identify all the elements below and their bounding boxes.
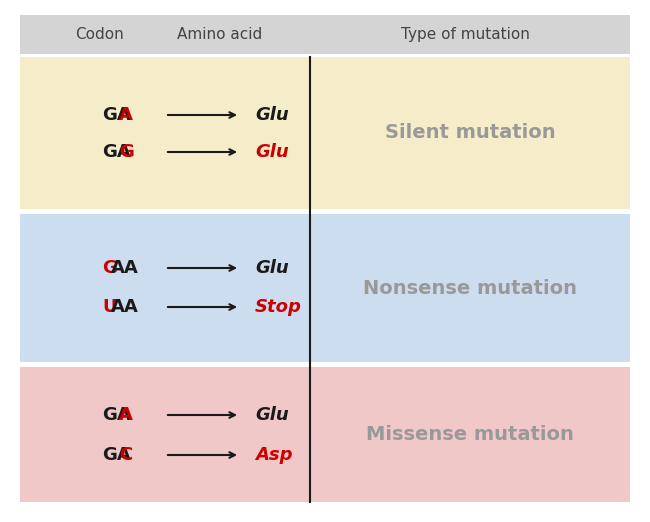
Text: GA: GA xyxy=(102,446,131,464)
Text: Silent mutation: Silent mutation xyxy=(385,124,555,143)
Text: Nonsense mutation: Nonsense mutation xyxy=(363,279,577,298)
Text: AA: AA xyxy=(111,298,138,316)
Text: Codon: Codon xyxy=(75,27,124,42)
Text: Type of mutation: Type of mutation xyxy=(400,27,530,42)
Text: G: G xyxy=(102,259,117,277)
Text: G: G xyxy=(119,143,134,161)
Text: GA: GA xyxy=(102,406,131,424)
Bar xyxy=(20,214,630,362)
Text: C: C xyxy=(119,446,133,464)
Text: GA: GA xyxy=(102,143,131,161)
Text: GA: GA xyxy=(102,106,131,124)
Text: U: U xyxy=(102,298,117,316)
Text: Glu: Glu xyxy=(255,259,289,277)
Text: Stop: Stop xyxy=(255,298,302,316)
Text: A: A xyxy=(119,406,133,424)
Text: Asp: Asp xyxy=(255,446,292,464)
Bar xyxy=(20,15,630,54)
Text: A: A xyxy=(119,106,133,124)
Bar xyxy=(20,57,630,209)
Text: Missense mutation: Missense mutation xyxy=(366,425,574,444)
Text: Glu: Glu xyxy=(255,143,289,161)
Text: Amino acid: Amino acid xyxy=(177,27,263,42)
Text: Glu: Glu xyxy=(255,406,289,424)
Text: Glu: Glu xyxy=(255,106,289,124)
Bar xyxy=(20,367,630,502)
Text: AA: AA xyxy=(111,259,138,277)
